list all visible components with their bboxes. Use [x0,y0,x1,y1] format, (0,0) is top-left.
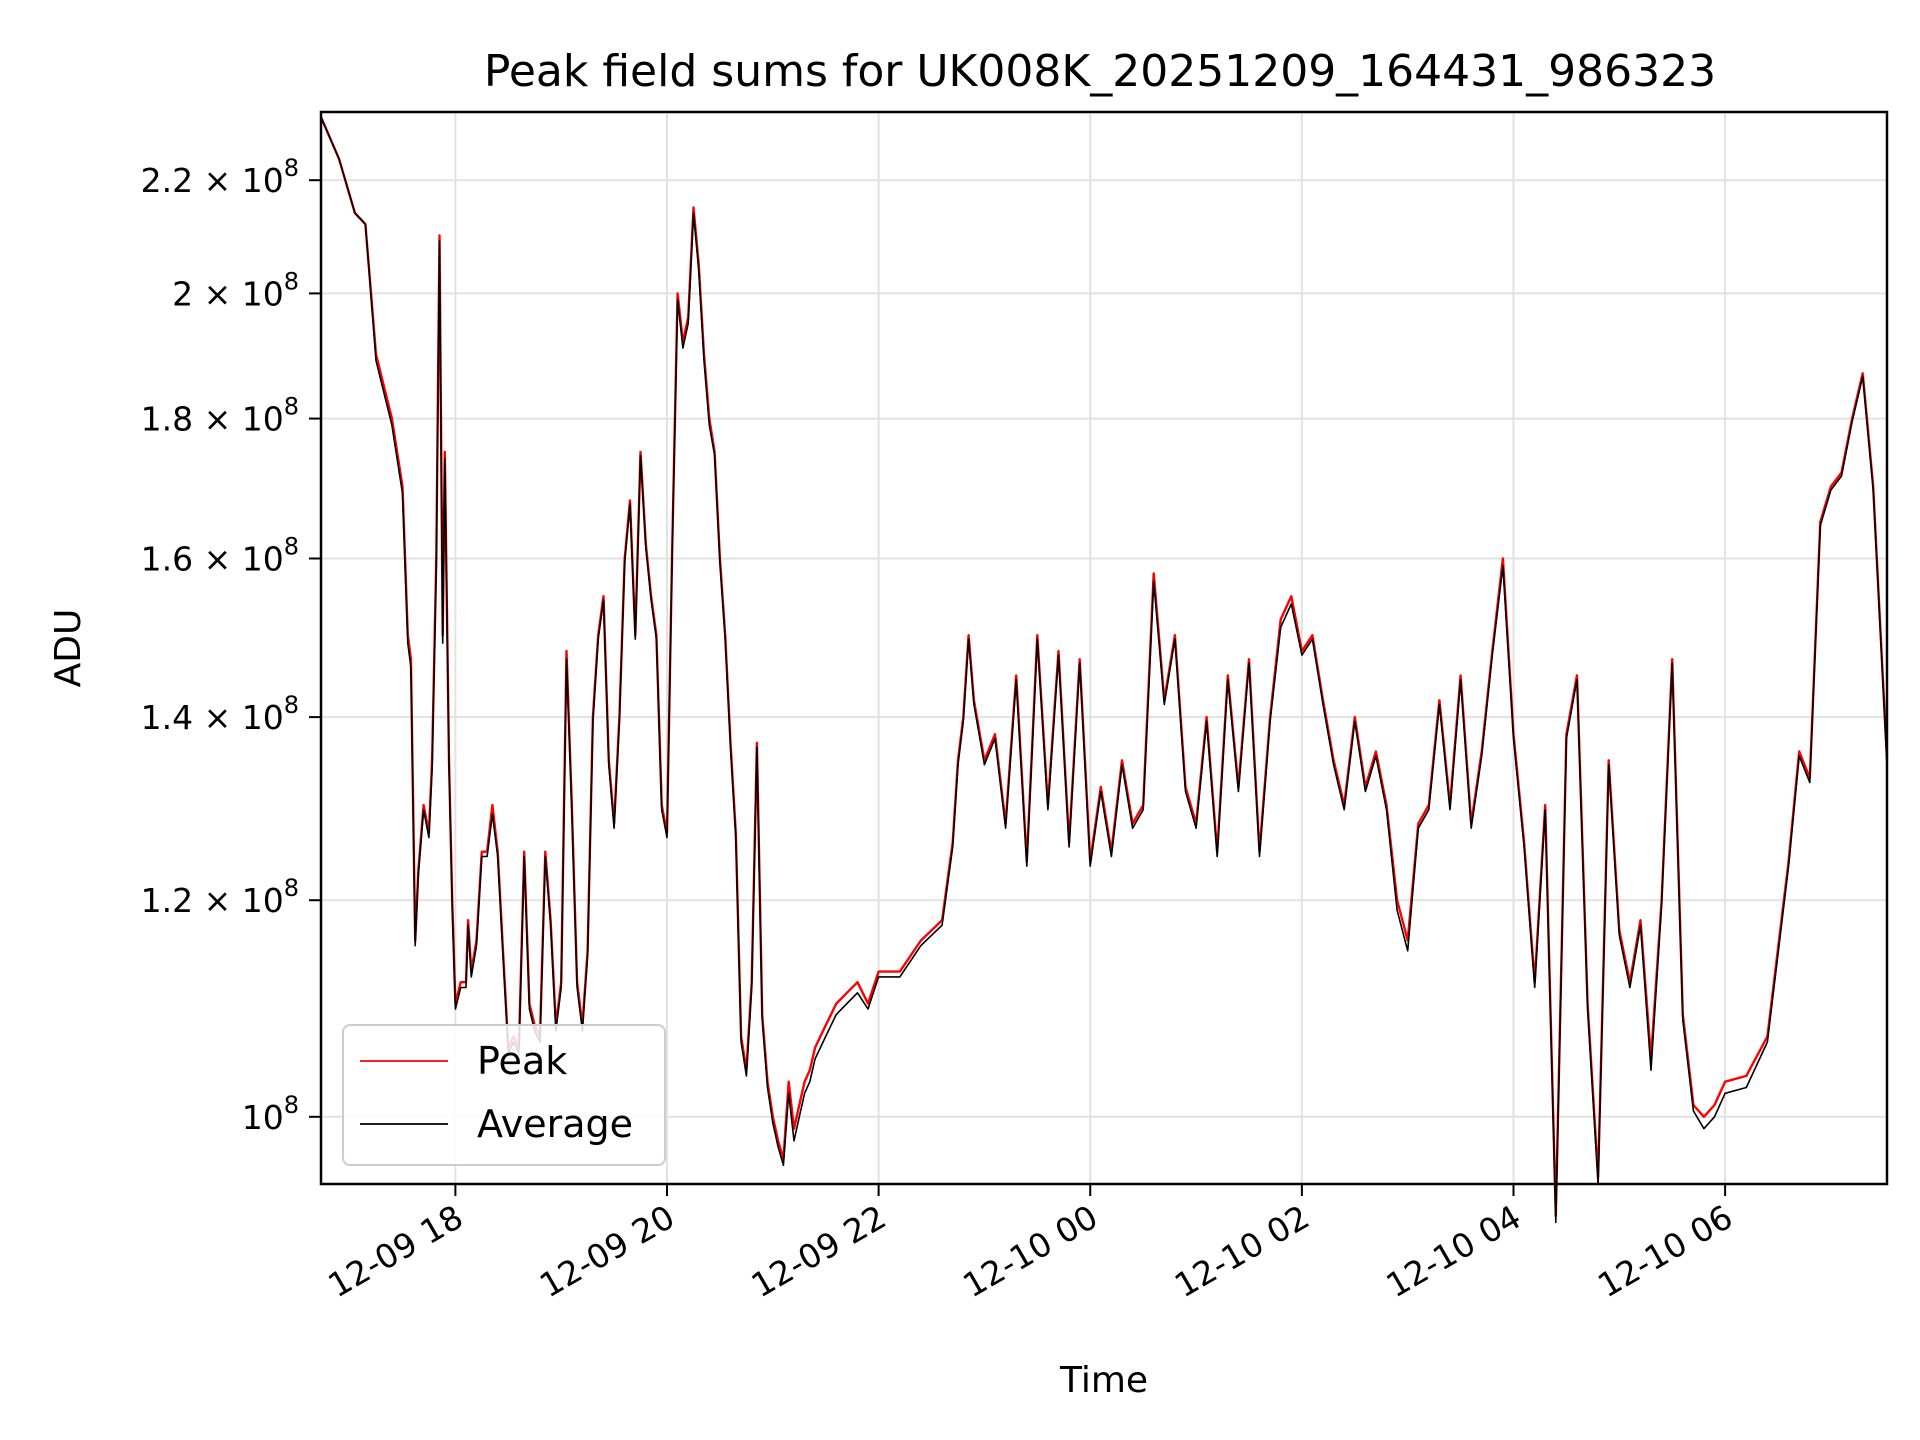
y-tick-label: 2 × 108 [172,267,299,313]
x-tick-label: 12-09 20 [533,1197,681,1305]
x-tick-label: 12-10 06 [1591,1197,1739,1305]
y-axis-label: ADU [48,609,89,688]
x-tick-label: 12-10 00 [956,1197,1104,1305]
y-tick-label: 1.8 × 108 [141,393,299,439]
y-tick-label: 1.2 × 108 [141,874,299,920]
y-tick-label: 108 [242,1091,299,1137]
x-axis: 12-09 18 12-09 20 12-09 22 12-10 00 12-10 02… [321,1184,1739,1305]
legend-box [342,1024,666,1166]
x-tick-label: 12-09 22 [745,1197,893,1305]
plot-frame [319,110,1889,1186]
y-tick-label: 1.6 × 108 [141,532,299,578]
legend: Peak Average [342,1024,666,1166]
y-tick-label: 2.2 × 108 [141,154,299,200]
x-tick-label: 12-10 02 [1168,1197,1316,1305]
x-tick-label: 12-09 18 [321,1197,469,1305]
y-axis: 108 1.2 × 108 1.4 × 108 1.6 × 108 1.8 × 108 2… [141,154,321,1137]
y-tick-label: 1.4 × 108 [141,691,299,737]
chart-title: Peak field sums for UK008K_20251209_1644… [484,46,1716,97]
x-axis-label: Time [1059,1360,1148,1401]
x-tick-label: 12-10 04 [1379,1197,1527,1305]
legend-label-peak: Peak [477,1039,567,1083]
legend-label-average: Average [477,1102,633,1146]
